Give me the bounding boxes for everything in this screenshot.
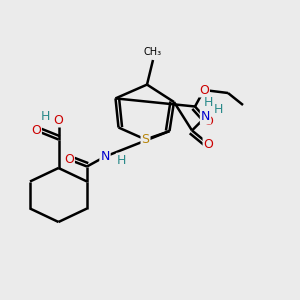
Text: H: H [204,96,213,109]
Text: S: S [142,133,149,146]
Text: CH₃: CH₃ [144,46,162,57]
Text: H: H [40,110,50,123]
Text: H: H [213,103,223,116]
Text: O: O [64,153,74,166]
Text: O: O [204,115,213,128]
Text: N: N [100,150,110,163]
Text: O: O [199,83,209,97]
Text: O: O [54,113,63,127]
Text: N: N [201,110,210,124]
Text: O: O [31,124,41,137]
Text: H: H [117,154,126,167]
Text: O: O [204,137,213,151]
